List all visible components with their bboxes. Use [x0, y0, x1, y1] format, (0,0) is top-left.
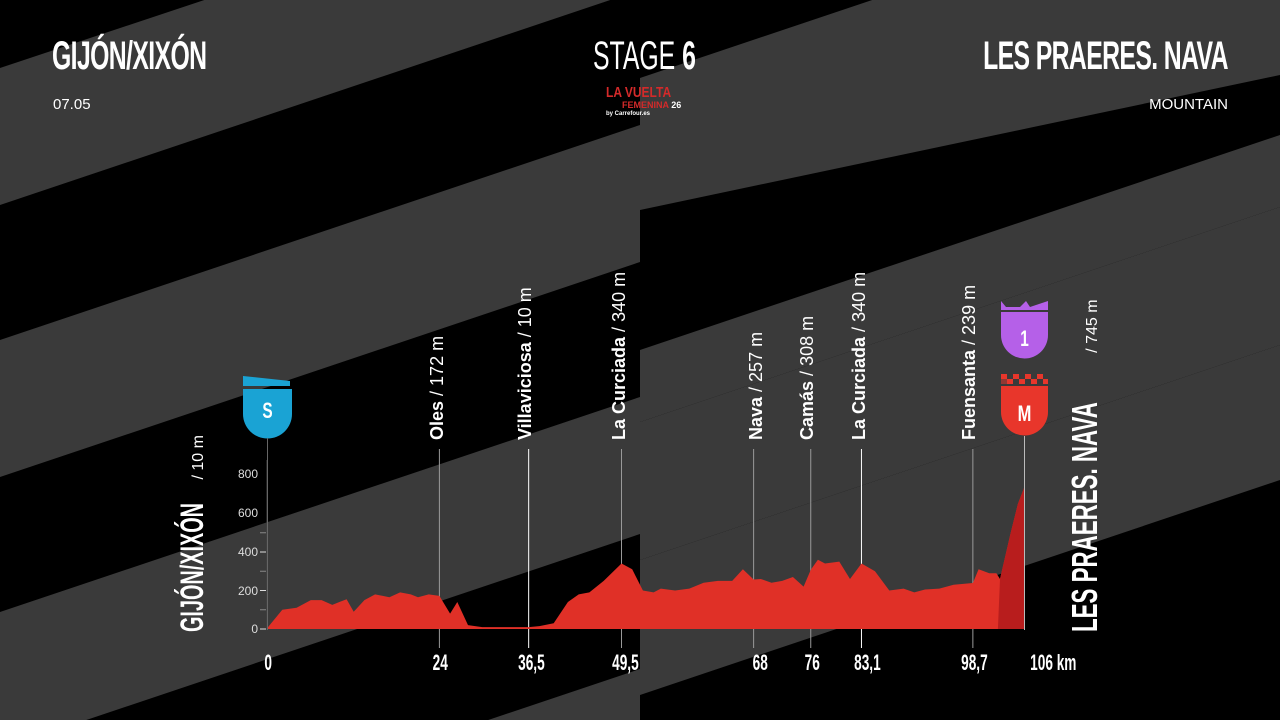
waypoint-name: Fuensanta: [959, 349, 979, 440]
km-label-camas: 76: [804, 650, 820, 675]
waypoint-name: La Curciada: [849, 336, 869, 440]
stage-date: 07.05: [53, 96, 91, 113]
waypoint-altitude: / 239 m: [959, 284, 979, 345]
waypoint-label-nava: Nava / 257 m: [746, 332, 767, 440]
finish-city-title: LES PRAERES. NAVA: [983, 34, 1228, 78]
waypoint-name: Nava: [746, 396, 766, 440]
category-1-climb-badge-icon: 1: [1001, 301, 1048, 359]
stage-title: STAGE 6: [593, 34, 696, 79]
elevation-profile-area: [268, 485, 1025, 629]
waypoint-label-camas: Camás / 308 m: [797, 316, 818, 440]
waypoint-altitude: / 308 m: [797, 315, 817, 376]
km-label-fuensanta: 98,7: [961, 650, 988, 675]
waypoint-altitude: / 10 m: [515, 287, 535, 338]
km-label-la-curciada-2: 83,1: [854, 650, 881, 675]
finish-vertical-altitude: / 745 m: [1084, 299, 1101, 353]
y-tick-200: 200: [237, 584, 258, 598]
stage-label: STAGE: [593, 34, 676, 78]
waypoint-name: Villaviciosa: [515, 342, 535, 440]
waypoint-label-oles: Oles / 172 m: [427, 336, 448, 440]
y-tick-600: 600: [237, 506, 258, 520]
y-tick-800: 800: [237, 467, 258, 481]
svg-text:M: M: [1018, 402, 1032, 427]
waypoint-name: Camás: [797, 380, 817, 440]
logo-line2: FEMENINA 26: [606, 100, 681, 110]
start-badge-icon: S: [243, 376, 292, 630]
waypoint-altitude: / 172 m: [427, 335, 447, 396]
waypoint-label-fuensanta: Fuensanta / 239 m: [959, 285, 980, 440]
start-vertical-altitude: / 10 m: [190, 435, 207, 480]
svg-text:1: 1: [1020, 327, 1029, 351]
waypoint-label-villaviciosa: Villaviciosa / 10 m: [515, 287, 536, 440]
waypoint-label-la-curciada-2: La Curciada / 340 m: [849, 272, 870, 440]
stage-number: 6: [682, 34, 696, 78]
logo-line1: LA VUELTA: [606, 84, 672, 101]
la-vuelta-femenina-logo: LA VUELTA FEMENINA 26 by Carrefour.es: [606, 84, 681, 118]
km-label-finish: 106 km: [1030, 650, 1077, 675]
waypoint-name: La Curciada: [609, 336, 629, 440]
logo-femenina: FEMENINA: [622, 100, 669, 110]
finish-vertical-label: LES PRAERES. NAVA / 745 m: [1064, 203, 1106, 632]
y-axis: [260, 460, 268, 630]
start-vertical-name: GIJÓN/XIXÓN: [174, 503, 210, 632]
km-label-start: 0: [264, 650, 272, 675]
waypoint-altitude: / 257 m: [746, 331, 766, 392]
svg-text:S: S: [262, 399, 272, 423]
waypoint-altitude: / 340 m: [849, 271, 869, 332]
start-city-title: GIJÓN/XIXÓN: [52, 34, 207, 78]
start-vertical-label: GIJÓN/XIXÓN / 10 m: [174, 375, 211, 632]
y-tick-0: 0: [251, 622, 258, 636]
logo-year: 26: [671, 100, 682, 110]
logo-sponsor: by Carrefour.es: [606, 111, 651, 117]
km-label-la-curciada-1: 49,5: [612, 650, 639, 675]
y-tick-400: 400: [237, 545, 258, 559]
km-label-nava: 68: [752, 650, 768, 675]
km-label-villaviciosa: 36,5: [518, 650, 545, 675]
final-climb-area: [997, 485, 1025, 629]
waypoint-label-la-curciada-1: La Curciada / 340 m: [609, 272, 630, 440]
finish-vertical-name: LES PRAERES. NAVA: [1064, 402, 1105, 632]
km-label-oles: 24: [432, 650, 448, 675]
waypoint-altitude: / 340 m: [609, 271, 629, 332]
stage-type: MOUNTAIN: [1149, 96, 1228, 113]
waypoint-name: Oles: [427, 400, 447, 440]
mountain-finish-badge-icon: M: [1001, 374, 1048, 630]
